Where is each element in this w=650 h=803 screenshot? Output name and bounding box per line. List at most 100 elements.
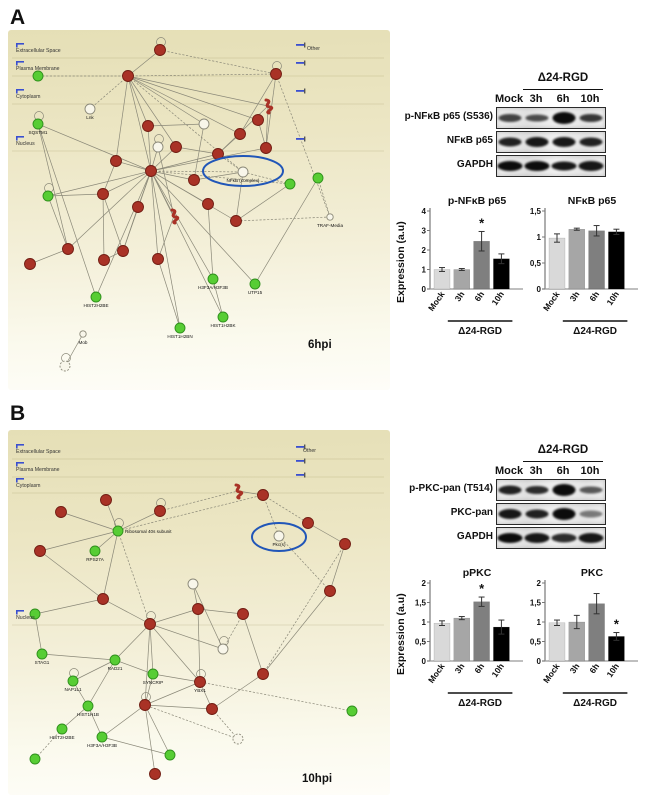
y-tick-label: 1 (537, 233, 542, 242)
network-node (100, 494, 112, 506)
protein-band (524, 161, 550, 171)
network-edge (193, 171, 244, 181)
category-label: 10h (489, 661, 506, 679)
western-blot-nfkb: Δ24-RGD Mock 3h 6h 10h p-NFκB p65 (S536) NFκB … (405, 60, 650, 188)
compartment-label: Extracellular Space (16, 48, 61, 54)
network-edge (150, 170, 195, 181)
network-edge (242, 171, 291, 185)
group-label: Δ24-RGD (573, 326, 617, 337)
protein-band (525, 114, 549, 122)
bar-chart-pkc: PKC 0 0,5 1 1,5 2 * Mock 3h 6h 10h Δ24-RGD (530, 567, 638, 709)
network-node (24, 258, 36, 270)
network-node (260, 142, 272, 154)
bar-charts-nfkb: Expression (a.u) p-NFκB p65 0 1 2 3 4 * Mock 3h 6… (395, 190, 650, 356)
network-node (117, 245, 129, 257)
lane-label: 3h (529, 465, 543, 477)
category-label: 6h (587, 289, 601, 303)
network-edge (87, 659, 116, 707)
network-node (112, 525, 124, 537)
network-node (192, 603, 204, 615)
network-node (339, 538, 351, 550)
network-edge (114, 623, 151, 661)
blot-lane-box (496, 107, 606, 129)
network-node (122, 70, 134, 82)
protein-band (579, 114, 603, 122)
protein-band (525, 137, 549, 147)
compartment-label: Cytoplasm (16, 94, 41, 100)
y-tick-label: 2 (422, 579, 427, 588)
compartment-marker (16, 43, 24, 45)
network-edge (117, 494, 264, 532)
network-node (154, 505, 166, 517)
region-marker (304, 472, 306, 478)
protein-band (552, 137, 576, 147)
category-label: 6h (472, 661, 486, 675)
network-node (97, 188, 109, 200)
region-marker (304, 136, 306, 142)
network-node (36, 648, 48, 660)
network-edge (149, 608, 199, 625)
y-tick-label: 1,5 (530, 207, 542, 216)
network-edge (39, 550, 104, 600)
network-edge (199, 681, 353, 712)
blot-lane-box (496, 479, 606, 501)
network-node (170, 141, 182, 153)
region-marker (304, 444, 306, 450)
network-node-label: NFkB (complex) (227, 178, 260, 183)
network-edge (114, 659, 154, 675)
group-label: Δ24-RGD (458, 698, 502, 709)
network-node-label: HIST1H2BK (210, 323, 236, 328)
network-node (194, 676, 206, 688)
blot-row-label: PKC-pan (450, 507, 493, 518)
y-tick-label: 1 (422, 266, 427, 275)
network-edge (149, 623, 154, 675)
network-node-label: RAD21 (108, 666, 123, 671)
bar (473, 601, 490, 662)
network-edge (150, 170, 214, 280)
y-tick-label: 3 (422, 227, 427, 236)
chart-title: PKC (581, 567, 604, 579)
region-marker (304, 88, 306, 94)
network-node (79, 330, 87, 338)
network-edge (102, 170, 152, 195)
network-node-label: HIST2H2BE (83, 303, 108, 308)
network-edge (197, 608, 244, 615)
network-edge (307, 522, 346, 545)
blot-row-label: p-NFκB p65 (S536) (404, 111, 493, 122)
network-edge (275, 73, 331, 218)
network-edge (61, 705, 89, 730)
y-tick-label: 0,5 (530, 638, 542, 647)
bar (588, 230, 605, 290)
network-edge (101, 704, 146, 738)
bar-chart-ppkc: pPKC 0 0,5 1 1,5 2 * Mock 3h 6h 10h Δ24-RGD (415, 567, 523, 709)
network-edge (95, 170, 152, 298)
network-edge (197, 608, 201, 683)
bar (548, 237, 566, 290)
network-edge (37, 123, 152, 172)
other-region-label: Other (303, 448, 316, 454)
compartment-marker (16, 610, 18, 615)
network-edge (127, 75, 177, 148)
highlight-ellipse (251, 522, 307, 552)
network-edge (235, 183, 291, 222)
region-marker (296, 460, 304, 462)
network-node-label: SQSTM1 (29, 130, 48, 135)
category-label: Mock (541, 289, 562, 313)
category-label: Mock (426, 661, 447, 685)
compartment-marker (16, 136, 24, 138)
network-node (132, 201, 144, 213)
blot-lane-box (496, 527, 606, 549)
network-node (217, 643, 229, 655)
category-label: 10h (604, 661, 621, 679)
network-node-label: Pkc(s) (272, 542, 285, 547)
chart-title: NFκB p65 (568, 195, 617, 207)
network-edge (115, 160, 152, 172)
bar (548, 622, 566, 662)
network-edge (254, 177, 319, 285)
network-node (96, 731, 108, 743)
network-edge (150, 170, 256, 285)
compartment-marker (16, 444, 24, 446)
network-edge (144, 704, 239, 740)
network-edge (317, 177, 331, 218)
